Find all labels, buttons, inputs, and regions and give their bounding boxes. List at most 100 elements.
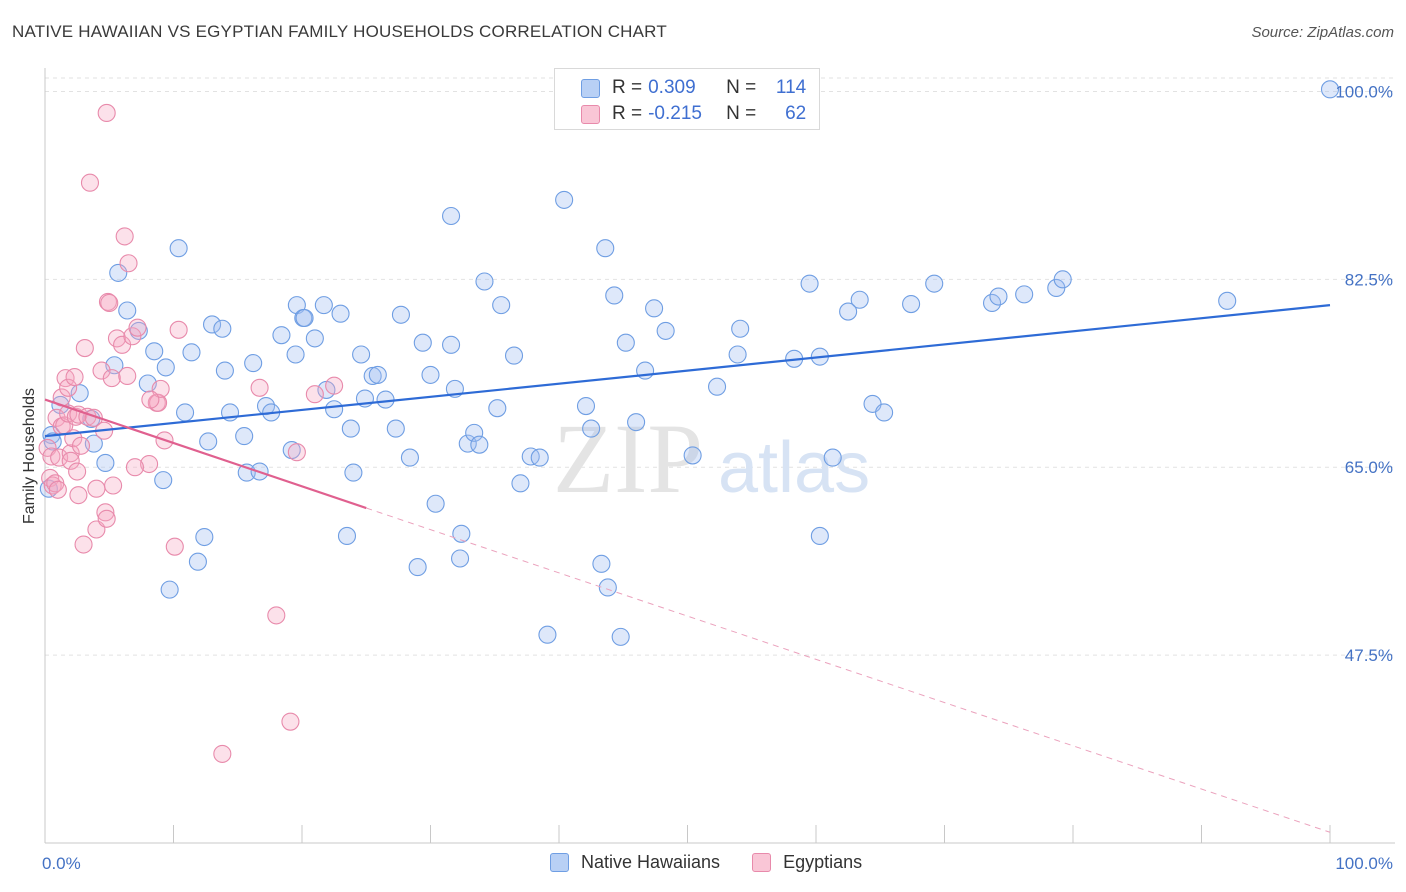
data-point [426,494,445,513]
x-tick-label: 100.0% [1335,854,1393,873]
data-point [413,333,432,352]
legend-r-value: -0.215 [648,103,702,124]
legend-item-egyptians[interactable]: Egyptians [752,852,862,873]
legend-item-native-hawaiians[interactable]: Native Hawaiians [550,852,720,873]
data-point [683,446,702,465]
data-point [810,526,829,545]
legend-series: Native Hawaiians Egyptians [550,852,894,873]
legend-row-egyptians: R = -0.215 N = 62 [581,102,806,126]
data-point [538,625,557,644]
data-point [325,400,344,419]
y-axis-label: Family Households [21,388,38,524]
legend-r-value: 0.309 [648,77,696,98]
data-point [235,427,254,446]
data-point [70,384,89,403]
data-point [141,390,160,409]
series-egyptians [38,103,344,763]
data-point [50,448,69,467]
data-point [331,304,350,323]
data-point [391,305,410,324]
legend-n-label: N = [726,77,757,98]
tick-labels: 47.5% 65.0% 82.5% 100.0% 0.0% 100.0% [42,82,1393,873]
data-point [530,448,549,467]
legend-stats: R = 0.309 N = 114 R = -0.215 N = 62 [554,68,820,130]
y-tick-label: 47.5% [1345,646,1393,665]
data-point [165,537,184,556]
trend-line-native-hawaiians [44,304,1331,438]
data-point [839,302,858,321]
data-point [272,326,291,345]
data-point [555,190,574,209]
data-point [1015,285,1034,304]
data-point [421,365,440,384]
data-point [475,272,494,291]
data-point [875,403,894,422]
data-point [592,554,611,573]
series-native-hawaiians [39,80,1340,646]
legend-swatch-egyptians [581,104,600,124]
data-point [305,329,324,348]
data-point [287,443,306,462]
watermark-atlas: atlas [718,428,870,508]
data-point [48,480,67,499]
x-tick-label: 0.0% [42,854,81,873]
data-point [627,413,646,432]
data-point [451,549,470,568]
data-point [59,378,78,397]
data-point [74,535,93,554]
source-credit: Source: ZipAtlas.com [1251,24,1394,41]
legend-r-label: R = [612,77,643,98]
data-point [1218,291,1237,310]
data-point [250,378,269,397]
data-point [504,346,524,365]
data-point [989,287,1008,306]
data-point [352,345,371,364]
data-point [645,299,664,318]
data-point [80,173,100,192]
data-point [337,526,357,545]
data-point [213,319,232,338]
data-point [182,343,201,362]
data-point [203,315,222,334]
data-point [100,293,119,313]
data-point [616,333,635,352]
data-point [442,335,461,354]
data-point [286,345,305,364]
legend-label-egyptians: Egyptians [783,852,863,872]
data-point [408,558,427,577]
data-point [140,454,159,474]
data-point [368,365,387,384]
data-point [61,444,80,463]
data-point [65,368,84,387]
data-point [38,438,57,457]
data-point [61,451,80,470]
watermark: ZIP atlas [553,403,870,514]
data-point [596,239,615,258]
data-point [118,301,137,320]
data-point [125,458,144,477]
data-point [850,290,869,309]
data-point [576,396,596,416]
legend-r-label: R = [612,103,643,124]
data-point [176,403,195,422]
data-point [925,274,944,293]
data-point [442,206,461,226]
legend-n-label: N = [726,103,757,124]
data-point [128,318,147,337]
data-point [68,462,87,481]
data-point [511,474,530,493]
trend-line-egyptians-extension [366,507,1331,833]
axes [44,68,1395,844]
y-tick-label: 82.5% [1345,270,1393,289]
legend-swatch-egyptians [752,853,772,872]
chart-title: NATIVE HAWAIIAN VS EGYPTIAN FAMILY HOUSE… [12,22,667,41]
y-tick-label: 65.0% [1345,458,1393,477]
data-point [169,320,188,339]
data-point [71,436,91,455]
data-point [97,103,116,122]
data-point [344,463,363,482]
data-point [156,358,175,377]
trend-line-egyptians [44,398,367,510]
data-point [75,339,94,358]
